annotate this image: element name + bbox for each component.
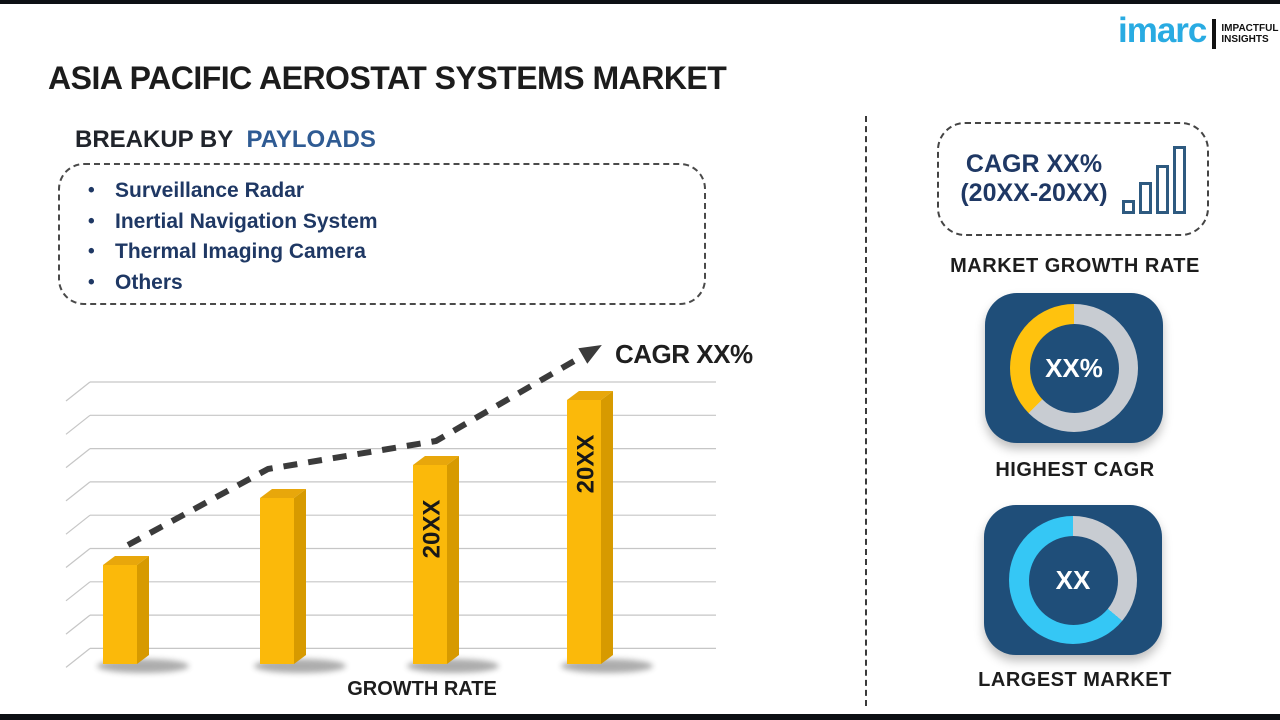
top-border-strip <box>0 0 1280 4</box>
bar-front-face <box>103 565 137 664</box>
chart-gridline-tick <box>65 514 91 535</box>
chart-gridline-tick <box>65 414 91 435</box>
trend-line <box>126 350 590 548</box>
breakup-heading-highlight: PAYLOADS <box>246 126 376 153</box>
largest-market-card: XX <box>984 505 1162 655</box>
bar-front-face <box>413 465 447 664</box>
highest-cagr-card: XX% <box>985 293 1163 443</box>
bar-top-face <box>103 556 149 565</box>
largest-market-value: XX <box>1055 564 1091 595</box>
vertical-divider <box>865 116 867 706</box>
list-item: Thermal Imaging Camera <box>60 237 704 268</box>
chart-gridline-tick <box>65 481 91 502</box>
logo-tagline: IMPACTFUL INSIGHTS <box>1221 23 1279 45</box>
cagr-summary-text: CAGR XX% (20XX-20XX) <box>960 150 1108 207</box>
list-item: Inertial Navigation System <box>60 207 704 238</box>
chart-gridline-tick <box>65 581 91 602</box>
trend-arrowhead <box>578 344 602 364</box>
largest-market-label: LARGEST MARKET <box>978 669 1172 691</box>
cagr-trend-label: CAGR XX% <box>615 339 753 369</box>
bar-front-face <box>567 400 601 664</box>
chart-gridline-tick <box>65 614 91 635</box>
bar-label: 20XX <box>572 435 599 494</box>
chart-gridline-tick <box>65 647 91 668</box>
imarc-wordmark: imarc <box>1118 11 1207 50</box>
x-axis-label: GROWTH RATE <box>347 678 497 700</box>
cagr-summary-box: CAGR XX% (20XX-20XX) <box>937 122 1209 236</box>
bar-chart-icon <box>1121 144 1186 214</box>
chart-gridline-tick <box>65 548 91 568</box>
imarc-logo: imarc IMPACTFUL INSIGHTS <box>1118 12 1278 50</box>
highest-cagr-donut: XX% <box>1010 304 1138 432</box>
logo-divider-bar <box>1212 19 1217 49</box>
chart-gridline-tick <box>65 448 91 469</box>
breakup-heading-prefix: BREAKUP BY <box>75 126 233 153</box>
highest-cagr-label: HIGHEST CAGR <box>995 459 1155 481</box>
largest-market-donut: XX <box>1009 516 1137 644</box>
bar-side-face <box>601 391 613 664</box>
page-title: ASIA PACIFIC AEROSTAT SYSTEMS MARKET <box>48 60 727 96</box>
bar-front-face <box>260 498 294 664</box>
donut-hole <box>1028 535 1118 625</box>
list-item: Others <box>60 268 704 299</box>
bar-top-face <box>567 391 613 400</box>
payloads-list: Surveillance Radar Inertial Navigation S… <box>60 176 704 298</box>
market-growth-rate-label: MARKET GROWTH RATE <box>950 255 1200 277</box>
bar-top-face <box>413 456 459 465</box>
bar-side-face <box>447 456 459 664</box>
bar-side-face <box>137 556 149 664</box>
list-item: Surveillance Radar <box>60 176 704 207</box>
bar-label: 20XX <box>418 500 445 559</box>
highest-cagr-value: XX% <box>1045 352 1103 383</box>
bottom-border-strip <box>0 714 1280 720</box>
donut-hole <box>1029 323 1119 413</box>
bar-top-face <box>260 489 306 498</box>
chart-gridline-tick <box>65 381 91 402</box>
bar-side-face <box>294 489 306 664</box>
payloads-list-box: Surveillance Radar Inertial Navigation S… <box>58 163 706 305</box>
breakup-heading: BREAKUP BY PAYLOADS <box>75 126 376 154</box>
